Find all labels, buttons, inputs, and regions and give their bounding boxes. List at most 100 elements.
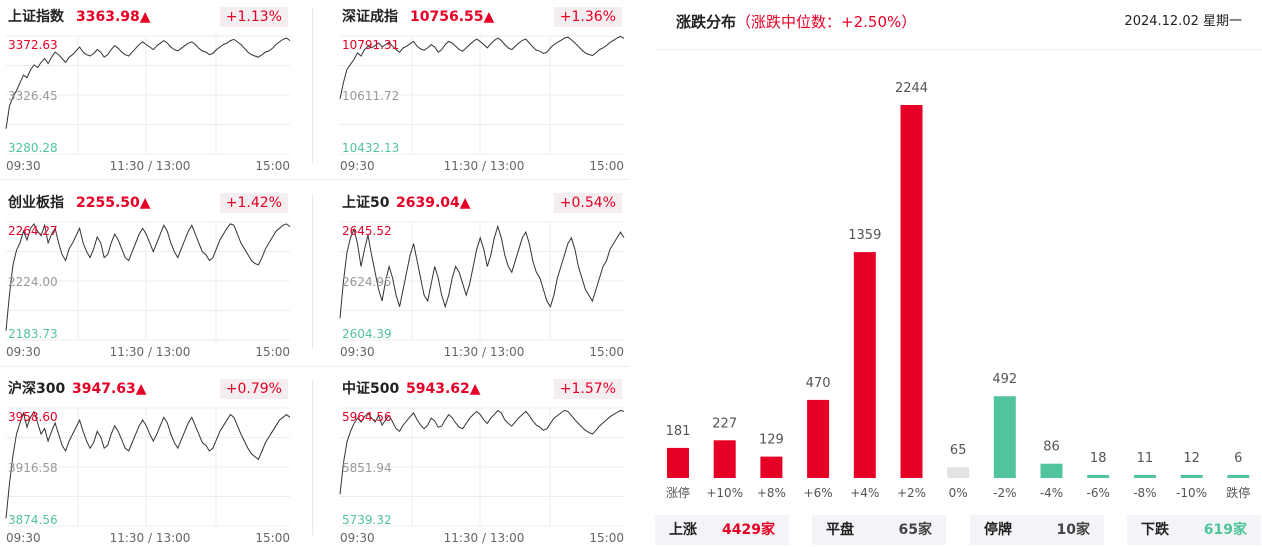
distribution-bar[interactable] xyxy=(993,396,1016,478)
bar-category-label: +8% xyxy=(757,486,786,500)
index-price: 2255.50▲ xyxy=(76,195,151,211)
mini-chart-grid xyxy=(6,221,290,341)
bar-category-label: 涨停 xyxy=(666,485,690,500)
axis-high-label: 2645.52 xyxy=(342,224,392,238)
index-change-badge: +1.42% xyxy=(219,193,288,213)
index-mini-chart: 5964.56 5851.94 5739.32 09:30 11:30 / 13:00 1… xyxy=(339,407,625,545)
time-label-midday: 11:30 / 13:00 xyxy=(444,531,525,545)
axis-mid-label: 3916.58 xyxy=(8,461,58,475)
axis-mid-label: 5851.94 xyxy=(342,461,392,475)
index-price: 5943.62▲ xyxy=(406,381,481,397)
bar-value-label: 18 xyxy=(1090,451,1107,466)
index-mini-chart: 10791.31 10611.72 10432.13 09:30 11:30 / 13:… xyxy=(339,35,625,173)
summary-label: 平盘 xyxy=(826,522,854,538)
index-name: 沪深300 xyxy=(8,381,66,397)
summary-value: 65家 xyxy=(898,522,932,538)
axis-high-label: 2264.27 xyxy=(8,224,58,238)
index-card-sz[interactable]: 深证成指 10756.55▲ +1.36% 10791.31 10611.72 10… xyxy=(338,7,628,178)
distribution-bar[interactable] xyxy=(1133,475,1156,478)
bar-value-label: 86 xyxy=(1043,440,1060,455)
index-mini-chart: 2645.52 2624.95 2604.39 09:30 11:30 / 13:00 1… xyxy=(339,221,625,359)
bar-category-label: 跌停 xyxy=(1226,485,1250,500)
time-label-open: 09:30 xyxy=(340,345,375,359)
bar-category-label: +10% xyxy=(706,486,743,500)
distribution-bar[interactable] xyxy=(947,467,970,478)
row-divider xyxy=(0,179,630,180)
summary-label: 停牌 xyxy=(984,522,1012,538)
index-change-badge: +0.79% xyxy=(219,379,288,399)
index-price-line xyxy=(5,37,291,129)
distribution-bar[interactable] xyxy=(900,105,923,478)
distribution-bar[interactable] xyxy=(1040,463,1063,478)
column-divider xyxy=(312,380,313,535)
time-label-open: 09:30 xyxy=(6,345,41,359)
axis-high-label: 5964.56 xyxy=(342,410,392,424)
up-arrow-icon: ▲ xyxy=(139,9,151,25)
distribution-heading: 涨跌分布 xyxy=(676,13,737,31)
distribution-bar[interactable] xyxy=(760,456,783,478)
index-price: 2639.04▲ xyxy=(396,195,471,211)
summary-label: 上涨 xyxy=(669,522,697,538)
column-divider xyxy=(312,8,313,163)
index-name: 上证指数 xyxy=(8,9,64,25)
index-change-badge: +1.57% xyxy=(553,379,622,399)
axis-low-label: 3280.28 xyxy=(8,141,58,155)
bar-value-label: 492 xyxy=(992,372,1017,387)
time-label-close: 15:00 xyxy=(255,531,290,545)
axis-low-label: 2604.39 xyxy=(342,327,392,341)
axis-low-label: 5739.32 xyxy=(342,513,392,527)
time-label-close: 15:00 xyxy=(589,159,624,173)
summary-up: 上涨 4429家 xyxy=(655,515,789,545)
index-card-sh[interactable]: 上证指数 3363.98▲ +1.13% 3372.63 3326.45 3280.… xyxy=(4,7,294,178)
up-arrow-icon: ▲ xyxy=(469,381,481,397)
index-card-zz500[interactable]: 中证500 5943.62▲ +1.57% 5964.56 5851.94 5739… xyxy=(338,379,628,547)
axis-low-label: 2183.73 xyxy=(8,327,58,341)
index-card-sz50[interactable]: 上证50 2639.04▲ +0.54% 2645.52 2624.95 2604.… xyxy=(338,193,628,364)
axis-low-label: 3874.56 xyxy=(8,513,58,527)
column-divider xyxy=(312,194,313,349)
time-label-close: 15:00 xyxy=(255,159,290,173)
mini-chart-grid xyxy=(340,35,624,155)
bar-category-label: 0% xyxy=(949,486,968,500)
time-label-open: 09:30 xyxy=(6,531,41,545)
bar-value-label: 12 xyxy=(1183,451,1200,466)
bar-value-label: 65 xyxy=(950,443,967,458)
distribution-median: （涨跌中位数：+2.50%） xyxy=(736,13,917,31)
axis-mid-label: 3326.45 xyxy=(8,89,58,103)
summary-flat: 平盘 65家 xyxy=(812,515,946,545)
summary-suspended: 停牌 10家 xyxy=(970,515,1104,545)
axis-high-label: 3958.60 xyxy=(8,410,58,424)
bar-category-label: -2% xyxy=(993,486,1016,500)
mini-chart-grid xyxy=(340,221,624,341)
summary-label: 下跌 xyxy=(1141,522,1169,538)
distribution-bar[interactable] xyxy=(853,252,876,478)
summary-down: 下跌 619家 xyxy=(1127,515,1261,545)
index-name: 中证500 xyxy=(342,381,400,397)
bar-category-label: -6% xyxy=(1087,486,1110,500)
index-name: 创业板指 xyxy=(8,195,64,211)
time-label-open: 09:30 xyxy=(340,531,375,545)
distribution-bar[interactable] xyxy=(667,447,689,478)
index-mini-chart: 2264.27 2224.00 2183.73 09:30 11:30 / 13:00 1… xyxy=(5,221,291,359)
bar-value-label: 6 xyxy=(1234,451,1242,466)
time-label-midday: 11:30 / 13:00 xyxy=(110,345,191,359)
time-label-close: 15:00 xyxy=(589,345,624,359)
time-label-open: 09:30 xyxy=(340,159,375,173)
distribution-bar[interactable] xyxy=(807,399,830,478)
mini-chart-grid xyxy=(6,35,290,155)
distribution-bar[interactable] xyxy=(1227,475,1250,478)
index-card-cyb[interactable]: 创业板指 2255.50▲ +1.42% 2264.27 2224.00 2183.… xyxy=(4,193,294,364)
distribution-bar[interactable] xyxy=(1087,475,1110,478)
axis-high-label: 10791.31 xyxy=(342,38,399,52)
index-card-hs300[interactable]: 沪深300 3947.63▲ +0.79% 3958.60 3916.58 3874… xyxy=(4,379,294,547)
distribution-bar[interactable] xyxy=(713,440,736,478)
time-label-midday: 11:30 / 13:00 xyxy=(444,159,525,173)
index-price: 3363.98▲ xyxy=(76,9,151,25)
axis-mid-label: 10611.72 xyxy=(342,89,399,103)
up-arrow-icon: ▲ xyxy=(459,195,471,211)
bar-value-label: 129 xyxy=(759,433,784,448)
index-mini-chart: 3372.63 3326.45 3280.28 09:30 11:30 / 13:00 1… xyxy=(5,35,291,173)
distribution-bar[interactable] xyxy=(1180,475,1203,478)
bar-value-label: 2244 xyxy=(895,81,928,96)
index-price-line xyxy=(5,222,291,331)
